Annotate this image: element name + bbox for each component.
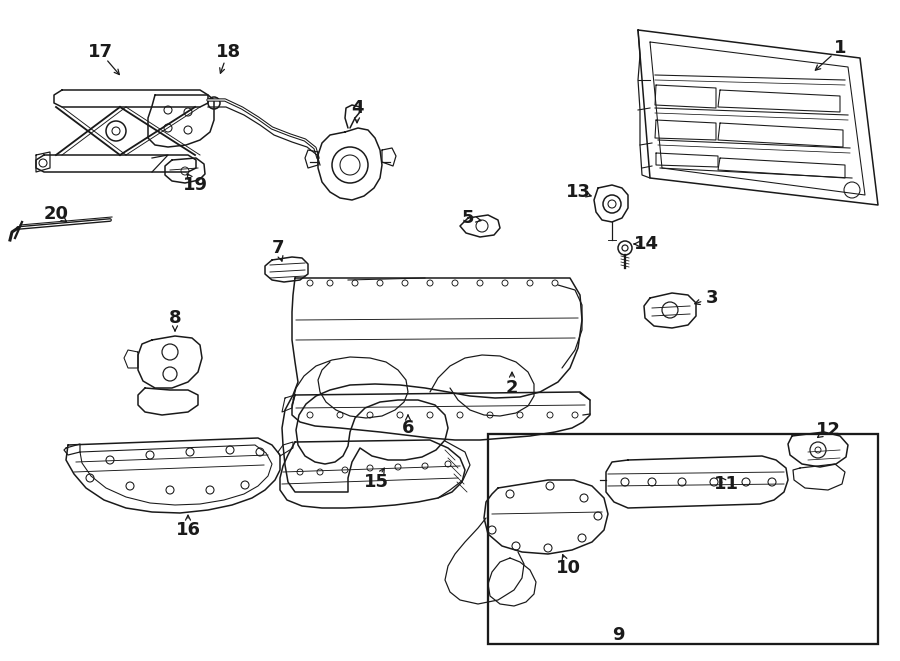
Text: 5: 5 <box>462 209 474 227</box>
Text: 18: 18 <box>215 43 240 61</box>
Text: 19: 19 <box>183 176 208 194</box>
Text: 3: 3 <box>706 289 718 307</box>
Text: 4: 4 <box>351 99 364 117</box>
Text: 12: 12 <box>815 421 841 439</box>
Bar <box>488 434 878 644</box>
Text: 20: 20 <box>43 205 68 223</box>
Text: 10: 10 <box>555 559 580 577</box>
Text: 7: 7 <box>272 239 284 257</box>
Text: 6: 6 <box>401 419 414 437</box>
Text: 1: 1 <box>833 39 846 57</box>
Text: 13: 13 <box>565 183 590 201</box>
Text: 8: 8 <box>168 309 181 327</box>
Text: 2: 2 <box>506 379 518 397</box>
Text: 15: 15 <box>364 473 389 491</box>
Text: 17: 17 <box>87 43 112 61</box>
Text: 11: 11 <box>714 475 739 493</box>
Text: 16: 16 <box>176 521 201 539</box>
Text: 9: 9 <box>612 626 625 644</box>
Text: 14: 14 <box>634 235 659 253</box>
